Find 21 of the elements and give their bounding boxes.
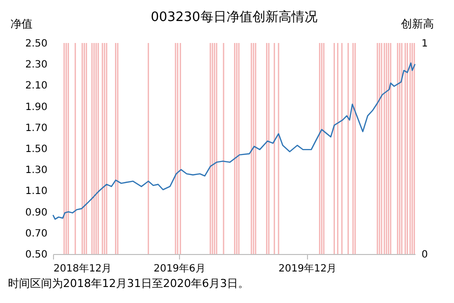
y-tick-label: 1.10 [25, 186, 48, 198]
x-tick-label: 2019年6月 [154, 262, 206, 274]
y-axis-title: 净值 [10, 18, 32, 30]
y2-axis-title: 创新高 [401, 18, 434, 30]
y-tick-label: 1.30 [25, 165, 48, 176]
y-tick-label: 1.50 [25, 144, 48, 155]
y-tick-label: 0.50 [25, 250, 48, 260]
y-tick-label: 1.90 [25, 102, 48, 113]
x-tick-label: 2018年12月 [54, 262, 112, 274]
y-tick-label: 0.90 [25, 207, 48, 218]
y-tick-label: 2.50 [25, 38, 48, 50]
y-tick-label: 2.30 [25, 60, 48, 71]
y2-tick-label: 0 [422, 250, 428, 260]
y-tick-label: 1.70 [25, 122, 48, 134]
y-tick-label: 0.70 [25, 228, 48, 240]
y2-tick-label: 1 [422, 38, 428, 50]
line-series [52, 62, 416, 220]
y-tick-label: 2.10 [25, 80, 48, 92]
text: 时间区间为2018年12月31日至2020年6月3日。 [8, 277, 249, 290]
x-tick-label: 2019年12月 [278, 262, 337, 274]
chart-title: 003230每日净值创新高情况 [150, 9, 318, 25]
